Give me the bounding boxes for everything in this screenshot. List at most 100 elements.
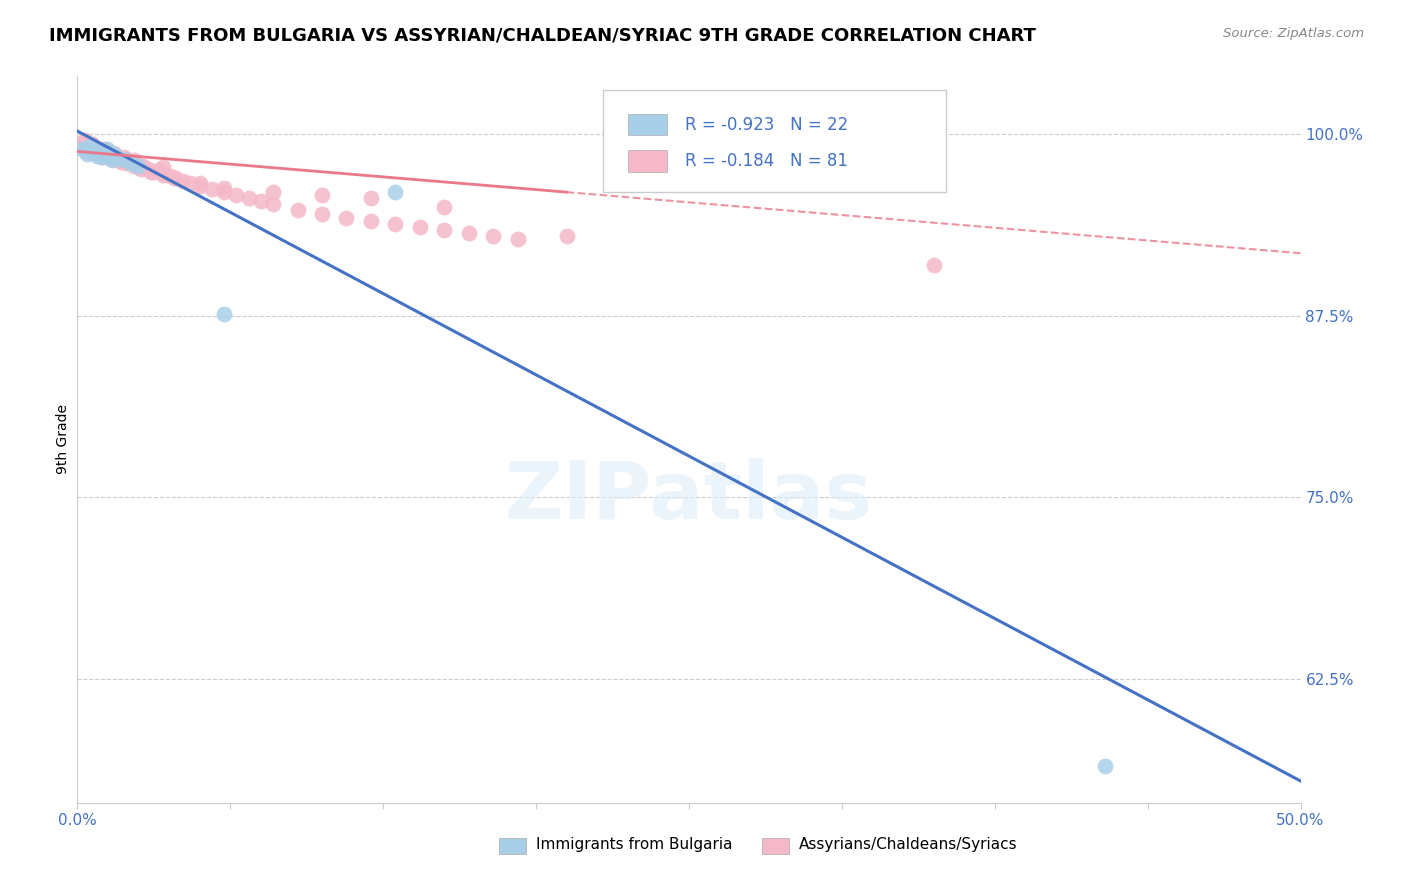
Point (311, 188, 333, 202)
Point (159, 169, 181, 183)
Point (96, 145, 118, 159)
Text: Source: ZipAtlas.com: Source: ZipAtlas.com (1223, 27, 1364, 40)
Point (922, 258, 945, 272)
Point (103, 147, 125, 161)
Point (120, 156, 142, 170)
Point (93, 142, 115, 156)
Point (311, 207, 333, 221)
Point (89, 145, 111, 159)
Point (83, 145, 105, 160)
Point (360, 214, 382, 228)
Point (83, 140, 105, 154)
Point (105, 150, 128, 164)
Point (212, 181, 235, 195)
Point (93, 145, 115, 159)
Point (80, 137, 103, 152)
Point (384, 217, 406, 231)
Bar (762, 838, 789, 854)
Point (98, 147, 121, 161)
Point (89, 143, 111, 157)
Point (112, 150, 135, 164)
Point (100, 153, 122, 168)
Point (122, 159, 145, 173)
Point (165, 170, 187, 185)
Y-axis label: 9th Grade: 9th Grade (56, 404, 70, 475)
Point (139, 165, 162, 179)
Point (90, 150, 112, 164)
Point (89, 147, 111, 161)
Text: Immigrants from Bulgaria: Immigrants from Bulgaria (536, 838, 733, 853)
Point (212, 185, 235, 199)
Point (79, 145, 101, 160)
Point (93, 147, 115, 161)
Point (73, 140, 96, 154)
Point (225, 188, 247, 202)
Point (238, 191, 260, 205)
Point (384, 185, 406, 199)
Point (142, 165, 165, 179)
Text: Assyrians/Chaldeans/Syriacs: Assyrians/Chaldeans/Syriacs (799, 838, 1018, 853)
Text: R = -0.923   N = 22: R = -0.923 N = 22 (685, 116, 848, 134)
Point (115, 156, 138, 170)
Bar (628, 113, 666, 136)
Point (129, 161, 152, 176)
Point (287, 202, 309, 217)
Point (70, 136, 93, 150)
Point (172, 173, 194, 187)
Text: IMMIGRANTS FROM BULGARIA VS ASSYRIAN/CHALDEAN/SYRIAC 9TH GRADE CORRELATION CHART: IMMIGRANTS FROM BULGARIA VS ASSYRIAN/CHA… (49, 27, 1036, 45)
Point (73, 145, 96, 159)
Point (103, 145, 125, 160)
Point (146, 163, 169, 178)
Point (90, 147, 112, 161)
Point (262, 185, 284, 199)
Text: ZIPatlas: ZIPatlas (505, 458, 873, 536)
Point (335, 211, 357, 226)
Point (555, 228, 578, 243)
Point (115, 154, 138, 169)
Point (132, 159, 155, 173)
Point (409, 220, 432, 235)
Point (506, 232, 529, 246)
Point (105, 152, 128, 166)
Point (79, 137, 101, 152)
Point (96, 150, 118, 164)
Point (152, 161, 174, 175)
Point (118, 154, 141, 169)
Point (127, 159, 149, 173)
Point (136, 161, 159, 176)
Point (179, 177, 201, 191)
Point (482, 228, 505, 243)
Point (76, 143, 98, 157)
Point (262, 196, 284, 211)
Point (1094, 759, 1116, 773)
Point (152, 168, 174, 182)
Point (457, 226, 479, 240)
Point (188, 177, 211, 191)
Point (127, 161, 149, 175)
Point (86, 145, 108, 159)
Point (98, 149, 121, 163)
Point (83, 142, 105, 156)
Point (80, 143, 103, 157)
Point (103, 150, 125, 164)
Point (250, 194, 273, 208)
Point (73, 133, 96, 147)
Point (122, 153, 145, 168)
Bar (499, 838, 526, 854)
Point (120, 156, 142, 170)
Point (110, 154, 132, 169)
Point (201, 182, 224, 196)
Point (212, 307, 235, 321)
Point (165, 170, 187, 185)
Point (110, 152, 132, 166)
Point (96, 142, 118, 156)
Point (100, 152, 122, 166)
Point (86, 149, 108, 163)
Point (152, 166, 174, 180)
Point (76, 147, 98, 161)
FancyBboxPatch shape (603, 90, 946, 192)
Point (108, 152, 131, 166)
Point (125, 157, 148, 171)
Point (433, 200, 456, 214)
Point (98, 149, 121, 163)
